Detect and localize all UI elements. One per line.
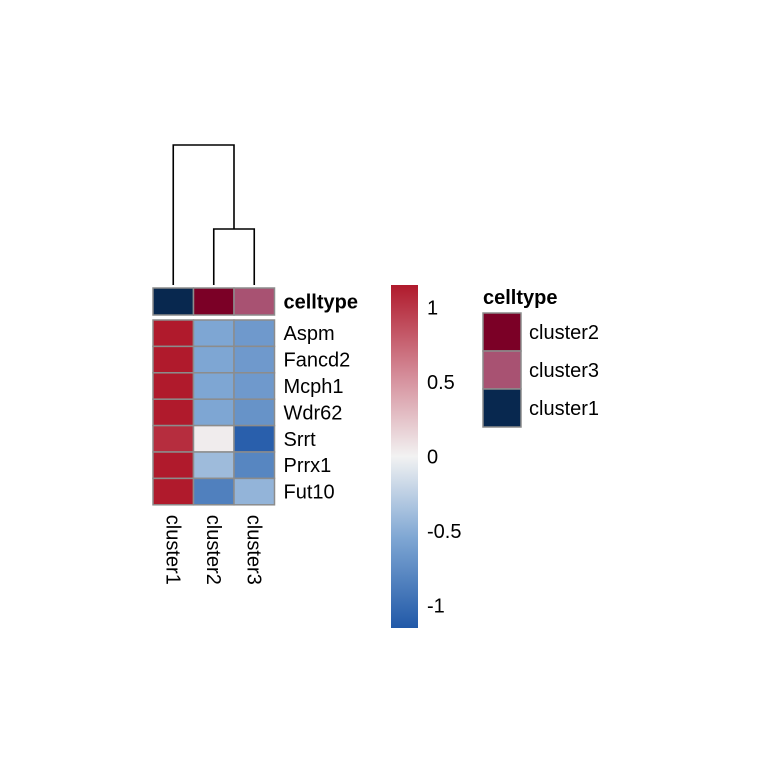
celltype-annotation-bar: celltype	[152, 287, 358, 316]
color-scale-tick-label: -1	[427, 596, 445, 618]
heatmap-cell	[233, 477, 276, 506]
heatmap-cell	[152, 477, 195, 506]
heatmap-cell	[192, 345, 235, 374]
row-label: Prrx1	[284, 455, 332, 477]
dendrogram-branch	[212, 228, 256, 285]
heatmap-cell	[152, 372, 195, 400]
row-label: Fut10	[284, 482, 335, 504]
column-label: cluster3	[242, 515, 264, 585]
row-label: Wdr62	[284, 402, 343, 424]
column-labels: cluster1 cluster2 cluster3	[161, 515, 264, 585]
legend-swatch	[482, 388, 522, 428]
column-label: cluster2	[202, 515, 224, 585]
color-scale-bar	[391, 285, 418, 628]
heatmap-cell	[192, 319, 235, 348]
heatmap-cells	[152, 319, 276, 506]
color-scale-tick-label: -0.5	[427, 521, 461, 543]
legend-title: celltype	[483, 287, 557, 309]
column-label: cluster1	[161, 515, 183, 585]
row-label: Aspm	[284, 323, 335, 345]
annotation-bar-label: celltype	[284, 292, 358, 314]
heatmap-cell	[192, 477, 235, 506]
heatmap-cell	[233, 372, 276, 400]
legend-label: cluster1	[529, 398, 599, 420]
celltype-legend: celltype cluster2 cluster3 cluster1	[482, 287, 599, 428]
heatmap-cell	[152, 319, 195, 348]
heatmap-cell	[233, 451, 276, 480]
legend-swatch	[482, 350, 522, 390]
heatmap-cell	[152, 424, 195, 453]
heatmap-cell	[192, 451, 235, 480]
row-label: Srrt	[284, 429, 317, 451]
color-scale-legend: 1 0.5 0 -0.5 -1	[391, 285, 461, 628]
color-scale-tick-label: 0	[427, 447, 438, 469]
heatmap-cell	[152, 345, 195, 374]
legend-swatch	[482, 312, 522, 352]
heatmap-cell	[192, 372, 235, 400]
heatmap-cell	[233, 319, 276, 348]
heatmap-cell	[152, 398, 195, 427]
annotation-cell	[192, 287, 235, 316]
legend-label: cluster2	[529, 322, 599, 344]
legend-label: cluster3	[529, 360, 599, 382]
color-scale-tick-label: 1	[427, 297, 438, 319]
heatmap-cell	[192, 398, 235, 427]
annotation-cell	[152, 287, 195, 316]
annotation-cell	[233, 287, 276, 316]
heatmap-cell	[233, 424, 276, 453]
row-labels: Aspm Fancd2 Mcph1 Wdr62 Srrt Prrx1 Fut10	[284, 323, 351, 503]
heatmap-cell	[233, 398, 276, 427]
color-scale-tick-label: 0.5	[427, 372, 455, 394]
heatmap-cell	[233, 345, 276, 374]
column-dendrogram	[172, 144, 256, 285]
row-label: Mcph1	[284, 376, 344, 398]
heatmap-cell	[192, 424, 235, 453]
dendrogram-branch	[172, 144, 235, 285]
row-label: Fancd2	[284, 350, 351, 372]
heatmap-cell	[152, 451, 195, 480]
